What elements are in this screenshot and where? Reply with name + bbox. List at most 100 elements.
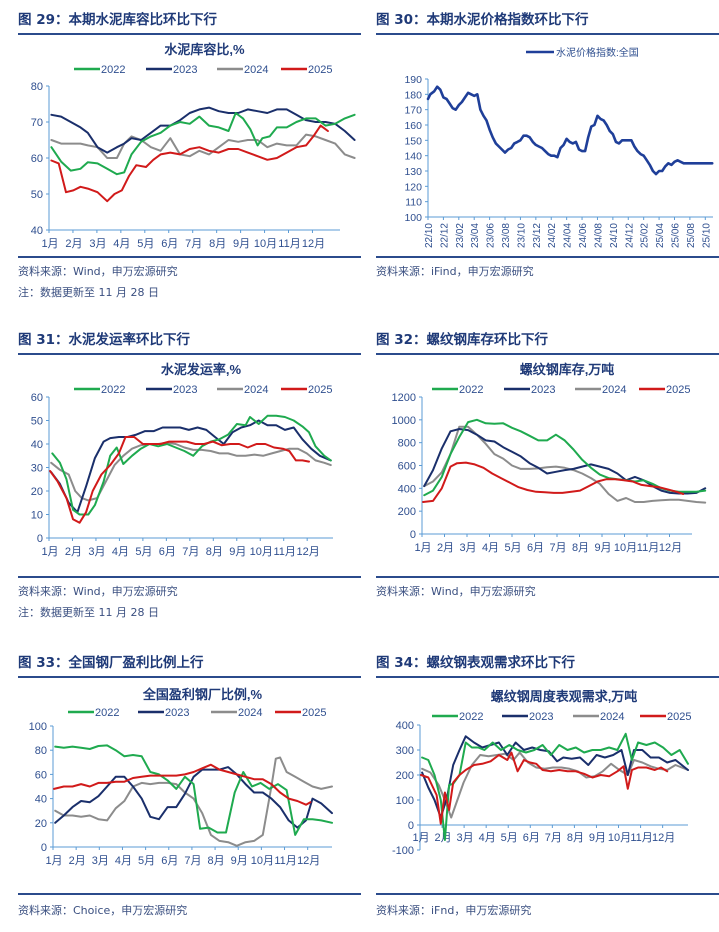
y-tick-label: 200 bbox=[398, 506, 416, 518]
x-tick-label: 8月 bbox=[206, 546, 223, 558]
series-line-2024 bbox=[421, 751, 689, 819]
x-tick-label: 11月 bbox=[637, 542, 659, 554]
x-tick-label: 9月 bbox=[594, 542, 611, 554]
y-tick-label: 80 bbox=[31, 81, 43, 93]
x-tick-label: 11月 bbox=[274, 855, 296, 867]
x-tick-label: 2月 bbox=[69, 855, 86, 867]
source-divider bbox=[18, 576, 361, 578]
x-tick-label: 23/10 bbox=[516, 223, 527, 248]
y-tick-label: 0 bbox=[408, 820, 414, 832]
x-tick-label: 6月 bbox=[159, 546, 176, 558]
x-tick-label: 1月 bbox=[41, 546, 58, 558]
x-tick-label: 1月 bbox=[412, 832, 429, 844]
rebar-apparent-demand-chart: 螺纹钢周度表观需求,万吨 2022 2023 2024 2025 -100 0 100 200 3… bbox=[392, 689, 692, 857]
x-tick-label: 12月 bbox=[297, 855, 320, 867]
x-tick-label: 2月 bbox=[65, 546, 82, 558]
legend-label-2022: 2022 bbox=[101, 64, 125, 76]
x-tick-label: 5月 bbox=[504, 542, 521, 554]
x-tick-label: 3月 bbox=[457, 832, 474, 844]
y-tick-label: 110 bbox=[405, 197, 422, 209]
y-tick-label: 80 bbox=[35, 745, 47, 757]
source-divider bbox=[376, 256, 719, 258]
series-line-2025 bbox=[49, 436, 310, 524]
x-tick-label: 8月 bbox=[208, 855, 225, 867]
figure-title: 图 33：全国钢厂盈利比例上行 bbox=[18, 653, 361, 678]
y-tick-label: 1200 bbox=[392, 392, 416, 404]
series-line-2024 bbox=[423, 425, 707, 504]
x-tick-label: 23/02 bbox=[455, 223, 466, 248]
y-tick-label: 100 bbox=[396, 795, 414, 807]
cement-price-index-chart: 水泥价格指数:全国 100 110 120 130 140 150 160 170 180 190 2… bbox=[404, 46, 714, 248]
series-line-2022 bbox=[51, 414, 332, 516]
x-tick-label: 6月 bbox=[161, 855, 178, 867]
x-tick-label: 24/12 bbox=[624, 223, 635, 248]
x-tick-label: 3月 bbox=[89, 238, 106, 250]
legend-label-2023: 2023 bbox=[531, 384, 555, 396]
legend-label-2024: 2024 bbox=[244, 64, 268, 76]
figure-title: 图 34：螺纹钢表观需求环比下行 bbox=[376, 653, 719, 678]
figure-title: 图 30：本期水泥价格指数环比下行 bbox=[376, 10, 719, 35]
x-tick-label: 7月 bbox=[185, 238, 202, 250]
note-text: 注：数据更新至 11 月 28 日 bbox=[18, 606, 159, 619]
cement-inventory-ratio-chart: 水泥库容比,% 2022 2023 2024 2025 40 50 60 70 80 1月 2月 3月 4… bbox=[31, 42, 356, 250]
legend-label-2024: 2024 bbox=[244, 384, 268, 396]
y-tick-label: 160 bbox=[404, 120, 422, 132]
y-tick-label: 60 bbox=[31, 392, 43, 404]
x-tick-label: 6月 bbox=[527, 542, 544, 554]
chart-title: 螺纹钢周度表观需求,万吨 bbox=[491, 689, 638, 704]
legend-label-2022: 2022 bbox=[459, 711, 483, 723]
x-tick-label: 12月 bbox=[297, 546, 320, 558]
series-line-2022 bbox=[423, 418, 707, 497]
figure-title: 图 32：螺纹钢库存环比下行 bbox=[376, 330, 719, 355]
source-divider bbox=[376, 576, 719, 578]
chart-title: 水泥库容比,% bbox=[164, 42, 245, 57]
y-tick-label: 1000 bbox=[392, 415, 416, 427]
x-tick-label: 10月 bbox=[614, 542, 637, 554]
x-tick-label: 10月 bbox=[250, 546, 273, 558]
y-tick-label: 30 bbox=[31, 463, 43, 475]
x-tick-label: 6月 bbox=[523, 832, 540, 844]
x-tick-label: 25/06 bbox=[670, 223, 681, 248]
source-divider bbox=[376, 893, 719, 895]
y-tick-label: 600 bbox=[398, 461, 416, 473]
figure-title: 图 31：水泥发运率环比下行 bbox=[18, 330, 361, 355]
series-line-2025 bbox=[53, 763, 312, 806]
x-tick-label: 25/04 bbox=[655, 223, 666, 248]
y-tick-label: 180 bbox=[404, 89, 422, 101]
x-tick-label: 12月 bbox=[302, 238, 325, 250]
source-text: 资料来源：Choice，申万宏源研究 bbox=[18, 904, 188, 917]
legend-label-2025: 2025 bbox=[308, 64, 332, 76]
y-tick-label: 100 bbox=[29, 721, 47, 733]
source-text: 资料来源：Wind，申万宏源研究 bbox=[18, 265, 178, 278]
legend-label-2023: 2023 bbox=[173, 384, 197, 396]
x-tick-label: 3月 bbox=[92, 855, 109, 867]
source-text: 资料来源：iFind，申万宏源研究 bbox=[376, 265, 534, 278]
x-tick-label: 9月 bbox=[229, 546, 246, 558]
y-tick-label: 70 bbox=[31, 117, 43, 129]
y-tick-label: 20 bbox=[31, 486, 43, 498]
x-tick-label: 5月 bbox=[138, 855, 155, 867]
x-tick-label: 12月 bbox=[652, 832, 675, 844]
cement-shipping-rate-chart: 水泥发运率,% 2022 2023 2024 2025 0 10 20 30 40 50 60 1月 2月… bbox=[31, 362, 333, 558]
x-tick-label: 9月 bbox=[231, 855, 248, 867]
y-tick-label: 20 bbox=[35, 818, 47, 830]
y-tick-label: 100 bbox=[404, 212, 422, 224]
rebar-inventory-chart: 螺纹钢库存,万吨 2022 2023 2024 2025 0 200 400 600 800 100… bbox=[392, 362, 707, 554]
x-tick-label: 8月 bbox=[572, 542, 589, 554]
y-tick-label: 10 bbox=[31, 510, 43, 522]
y-tick-label: 0 bbox=[410, 529, 416, 541]
x-tick-label: 24/02 bbox=[547, 223, 558, 248]
x-tick-label: 24/10 bbox=[609, 223, 620, 248]
x-tick-label: 11月 bbox=[630, 832, 652, 844]
y-tick-label: 150 bbox=[404, 135, 422, 147]
x-tick-label: 23/08 bbox=[501, 223, 512, 248]
x-tick-label: 22/12 bbox=[439, 223, 450, 248]
source-text: 资料来源：iFnd，申万宏源研究 bbox=[376, 904, 532, 917]
y-tick-label: 60 bbox=[31, 153, 43, 165]
series-line-2024 bbox=[50, 133, 356, 159]
legend-label-2025: 2025 bbox=[667, 711, 691, 723]
x-tick-label: 8月 bbox=[567, 832, 584, 844]
legend-label-2025: 2025 bbox=[302, 707, 326, 719]
y-tick-label: -100 bbox=[392, 845, 414, 857]
x-tick-label: 12月 bbox=[659, 542, 682, 554]
